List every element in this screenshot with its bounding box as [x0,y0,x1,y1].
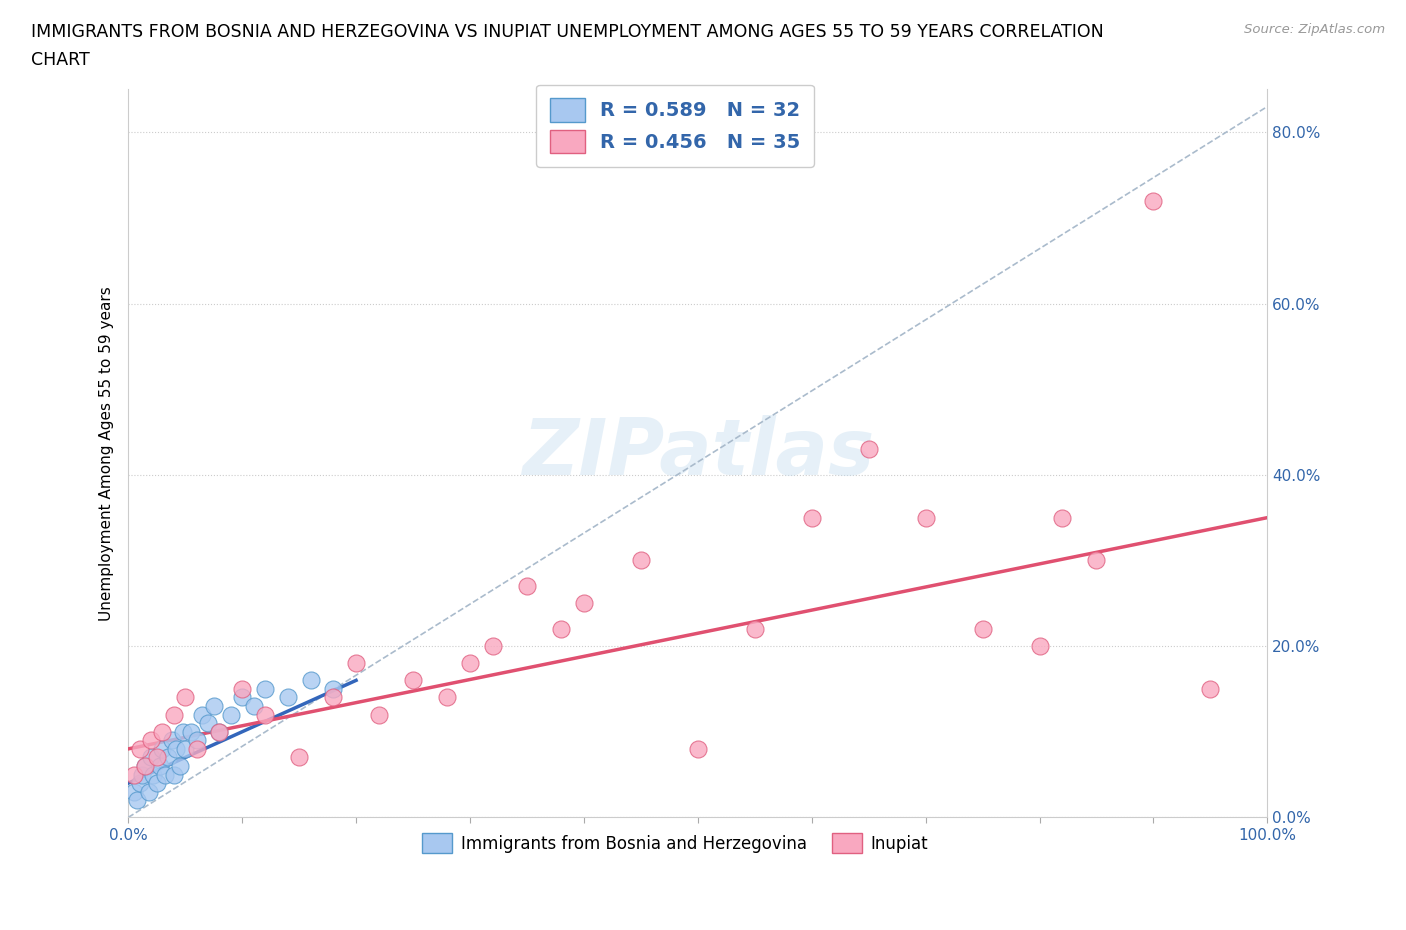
Point [1199,682,1222,697]
Point [145,776,167,790]
Point [208,724,231,739]
Text: ZIPatlas: ZIPatlas [522,416,875,491]
Text: Source: ZipAtlas.com: Source: ZipAtlas.com [1244,23,1385,36]
Point [1028,639,1050,654]
Point [744,621,766,636]
Point [1052,511,1074,525]
Point [197,716,219,731]
Point [191,707,214,722]
Point [127,793,149,808]
Point [858,442,880,457]
Point [186,741,208,756]
Point [202,698,225,713]
Point [914,511,936,525]
Point [972,621,994,636]
Point [516,578,538,593]
Text: IMMIGRANTS FROM BOSNIA AND HERZEGOVINA VS INUPIAT UNEMPLOYMENT AMONG AGES 55 TO : IMMIGRANTS FROM BOSNIA AND HERZEGOVINA V… [31,23,1104,41]
Point [231,690,253,705]
Point [436,690,458,705]
Point [165,741,187,756]
Point [152,724,174,739]
Text: CHART: CHART [31,51,90,69]
Point [174,741,197,756]
Point [145,750,167,764]
Point [1085,553,1108,568]
Point [242,698,264,713]
Point [572,596,595,611]
Point [152,741,174,756]
Point [149,759,172,774]
Point [322,690,344,705]
Point [402,673,425,688]
Point [277,690,299,705]
Point [139,750,162,764]
Point [253,707,276,722]
Point [367,707,389,722]
Point [219,707,242,722]
Point [299,673,322,688]
Point [139,733,162,748]
Point [128,741,150,756]
Point [163,707,186,722]
Point [180,724,202,739]
Point [231,682,253,697]
Point [157,750,180,764]
Point [122,784,145,799]
Point [142,767,165,782]
Point [322,682,344,697]
Point [800,511,823,525]
Point [344,656,367,671]
Point [630,553,652,568]
Point [550,621,572,636]
Point [253,682,276,697]
Point [208,724,231,739]
Y-axis label: Unemployment Among Ages 55 to 59 years: Unemployment Among Ages 55 to 59 years [100,286,114,621]
Point [134,759,156,774]
Point [686,741,709,756]
Point [134,759,156,774]
Point [160,733,183,748]
Point [122,767,145,782]
Point [128,776,150,790]
Point [131,767,153,782]
Point [172,724,194,739]
Point [163,767,186,782]
Point [169,759,191,774]
Point [174,690,197,705]
Point [1142,193,1164,208]
Point [186,733,208,748]
Point [138,784,160,799]
Point [481,639,503,654]
Point [458,656,481,671]
Legend: Immigrants from Bosnia and Herzegovina, Inupiat: Immigrants from Bosnia and Herzegovina, … [416,827,935,860]
Point [288,750,311,764]
Point [153,767,176,782]
